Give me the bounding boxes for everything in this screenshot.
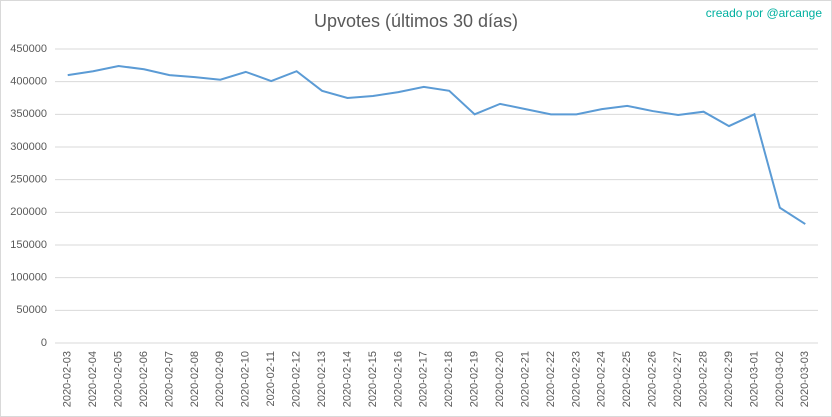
- y-tick-label: 50000: [16, 304, 47, 316]
- y-tick-label: 450000: [10, 43, 47, 55]
- y-tick-label: 350000: [10, 108, 47, 120]
- x-tick-label: 2020-02-12: [291, 351, 303, 407]
- y-tick-label: 250000: [10, 174, 47, 186]
- x-tick-label: 2020-02-27: [672, 351, 684, 407]
- x-tick-label: 2020-02-16: [392, 351, 404, 407]
- line: [67, 64, 806, 225]
- x-tick-label: 2020-02-11: [265, 351, 277, 406]
- x-tick-label: 2020-02-26: [647, 351, 659, 407]
- x-tick-label: 2020-02-17: [418, 351, 430, 407]
- y-tick-label: 150000: [10, 239, 47, 251]
- credit: creado por @arcange: [706, 6, 823, 20]
- x-tick-label: 2020-03-03: [799, 351, 811, 407]
- x-tick-label: 2020-03-01: [748, 351, 760, 407]
- x-tick-label: 2020-02-28: [697, 351, 709, 407]
- x-tick-label: 2020-02-09: [214, 351, 226, 407]
- chart-title: Upvotes (últimos 30 días): [314, 11, 518, 31]
- x-tick-label: 2020-02-20: [494, 351, 506, 407]
- y-tick-label: 0: [41, 337, 47, 349]
- x-tick-label: 2020-02-15: [367, 351, 379, 407]
- x-tick-label: 2020-02-22: [545, 351, 557, 407]
- x-tick-label: 2020-02-08: [189, 351, 201, 407]
- x-tick-label: 2020-03-02: [774, 351, 786, 407]
- y-tick-label: 100000: [10, 272, 47, 284]
- x-tick-label: 2020-02-03: [62, 351, 74, 407]
- y-tick-label: 400000: [10, 76, 47, 88]
- x-tick-label: 2020-02-29: [723, 351, 735, 407]
- x-tick-label: 2020-02-21: [519, 351, 531, 407]
- x-tick-label: 2020-02-05: [112, 351, 124, 407]
- x-tick-label: 2020-02-04: [87, 351, 99, 407]
- x-tick-label: 2020-02-24: [596, 351, 608, 407]
- y-tick-label: 200000: [10, 206, 47, 218]
- x-tick-label: 2020-02-23: [570, 351, 582, 407]
- x-tick-label: 2020-02-25: [621, 351, 633, 407]
- y-tick-label: 300000: [10, 141, 47, 153]
- x-tick-label: 2020-02-13: [316, 351, 328, 407]
- x-tick-label: 2020-02-10: [240, 351, 252, 407]
- x-tick-label: 2020-02-07: [163, 351, 175, 407]
- x-tick-label: 2020-02-14: [341, 351, 353, 407]
- x-tick-label: 2020-02-19: [469, 351, 481, 407]
- x-tick-label: 2020-02-18: [443, 351, 455, 407]
- x-tick-label: 2020-02-06: [138, 351, 150, 407]
